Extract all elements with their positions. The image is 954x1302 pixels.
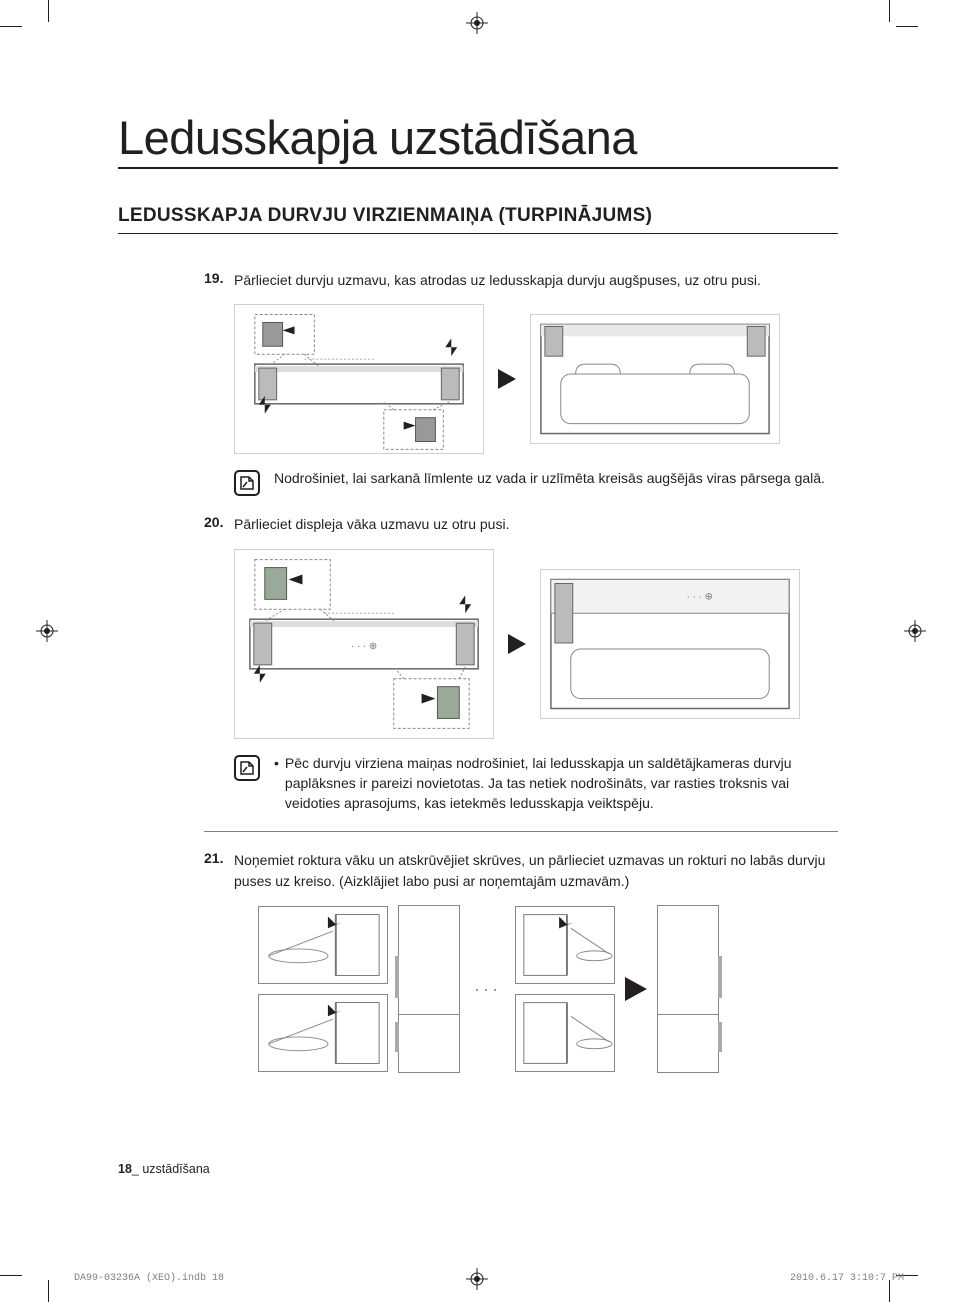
crop-mark [889, 0, 890, 22]
note-19: Nodrošiniet, lai sarkanā līmlente uz vad… [234, 468, 838, 496]
crop-mark [0, 26, 22, 27]
arrow-right-icon [625, 977, 647, 1001]
page-number: 18 [118, 1162, 132, 1176]
registration-mark-icon [36, 620, 58, 642]
diagram-19-right [530, 314, 780, 444]
step-text: Noņemiet roktura vāku un atskrūvējiet sk… [234, 850, 838, 891]
crop-mark [896, 26, 918, 27]
step-number: 21. [204, 850, 234, 866]
diagram-20-right: · · · ⊕ [540, 569, 800, 719]
diagram-box [515, 994, 615, 1072]
diagram-21-right-col [515, 906, 615, 1072]
svg-text:· · · ⊕: · · · ⊕ [687, 591, 713, 602]
registration-mark-icon [904, 620, 926, 642]
page-title: Ledusskapja uzstādīšana [118, 110, 838, 169]
note-icon [234, 470, 260, 496]
step-21: 21. Noņemiet roktura vāku un atskrūvējie… [118, 850, 838, 1073]
diagram-box [258, 994, 388, 1072]
page-footer-suffix: _ uzstādīšana [132, 1162, 210, 1176]
crop-mark [0, 1275, 22, 1276]
note-icon [234, 755, 260, 781]
arrow-right-icon [498, 369, 516, 389]
step-text: Pārlieciet displeja vāka uzmavu uz otru … [234, 514, 838, 534]
arrow-right-icon [508, 634, 526, 654]
note-text: Nodrošiniet, lai sarkanā līmlente uz vad… [274, 468, 838, 488]
diagram-21-left-col [258, 906, 388, 1072]
section-title: LEDUSSKAPJA DURVJU VIRZIENMAIŅA (TURPINĀ… [118, 205, 838, 234]
diagram-fridge-left [398, 905, 460, 1073]
print-footer: DA99-03236A (XEO).indb 18 2010.6.17 3:10… [74, 1273, 904, 1284]
diagram-20-left: · · · ⊕ [234, 549, 494, 739]
print-timestamp: 2010.6.17 3:10:7 PM [790, 1273, 904, 1284]
print-file: DA99-03236A (XEO).indb 18 [74, 1273, 224, 1284]
diagram-box [258, 906, 388, 984]
figure-row-21: ··· [258, 905, 838, 1073]
step-text: Pārlieciet durvju uzmavu, kas atrodas uz… [234, 270, 838, 290]
registration-mark-icon [466, 12, 488, 34]
page-content: Ledusskapja uzstādīšana LEDUSSKAPJA DURV… [118, 110, 838, 1091]
note-20: Pēc durvju virziena maiņas nodrošiniet, … [234, 753, 838, 814]
step-number: 19. [204, 270, 234, 286]
crop-mark [48, 0, 49, 22]
step-20: 20. Pārlieciet displeja vāka uzmavu uz o… [118, 514, 838, 813]
divider [204, 831, 838, 832]
step-19: 19. Pārlieciet durvju uzmavu, kas atroda… [118, 270, 838, 496]
svg-text:· · · ⊕: · · · ⊕ [351, 641, 377, 652]
crop-mark [48, 1280, 49, 1302]
diagram-box [515, 906, 615, 984]
dots-icon: ··· [474, 979, 501, 1000]
diagram-19-left [234, 304, 484, 454]
page-footer: 18_ uzstādīšana [118, 1162, 210, 1176]
diagram-fridge-right [657, 905, 719, 1073]
figure-row-19 [234, 304, 838, 454]
step-number: 20. [204, 514, 234, 530]
note-text: Pēc durvju virziena maiņas nodrošiniet, … [274, 753, 838, 814]
figure-row-20: · · · ⊕ [234, 549, 838, 739]
